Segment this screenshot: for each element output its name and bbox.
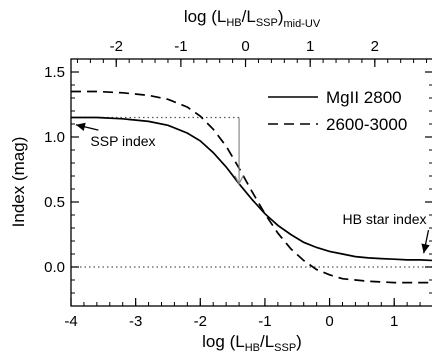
top-axis-tick-label: 2 <box>371 38 379 55</box>
hb-star-index-annotation: HB star index <box>343 211 427 227</box>
annotations-layer: SSP index HB star index <box>75 122 430 254</box>
legend-label-2600-3000: 2600-3000 <box>326 115 407 134</box>
top-axis-tick-label: 1 <box>306 38 314 55</box>
top-axis-title-sub3: mid-UV <box>284 18 321 30</box>
bottom-axis-title-mid: /L <box>260 332 274 351</box>
series-layer <box>71 90 432 284</box>
legend-label-mgii: MgII 2800 <box>326 88 402 107</box>
left-axis-title: Index (mag) <box>9 137 28 228</box>
top-axis-title-paren: ) <box>278 7 284 26</box>
ssp-index-annotation: SSP index <box>90 133 155 149</box>
top-axis-tick-label: -1 <box>174 38 187 55</box>
ssp-index-annotation-pointer-head <box>75 122 86 131</box>
bottom-axis-tick-label: 1 <box>390 313 398 330</box>
offset-arrow-head <box>234 175 244 186</box>
legend: MgII 2800 2600-3000 <box>268 88 407 134</box>
arrow-layer <box>234 117 244 186</box>
top-axis-title-sub1: HB <box>226 17 241 29</box>
bottom-axis-tick-label: -2 <box>194 313 207 330</box>
top-axis-title-sub2: SSP <box>256 17 278 29</box>
left-axis-tick-label: 0.5 <box>44 194 65 211</box>
left-axis-tick-label: 1.0 <box>44 129 65 146</box>
series-line-mgii-2800 <box>71 116 432 262</box>
bottom-axis-title-end: ) <box>296 332 302 351</box>
bottom-axis-tick-label: -3 <box>129 313 142 330</box>
left-axis-tick-label: 0.0 <box>44 259 65 276</box>
bottom-axis-title-sub1: HB <box>245 342 260 354</box>
bottom-axis-tick-label: 0 <box>325 313 333 330</box>
bottom-axis-tick-label: -1 <box>258 313 271 330</box>
series-line-2600-3000 <box>71 90 432 284</box>
top-axis-tick-label: 0 <box>241 38 249 55</box>
bottom-axis-tick-label: -4 <box>64 313 77 330</box>
bottom-axis-title-sub2: SSP <box>274 342 296 354</box>
bottom-axis-title: log (LHB/LSSP) <box>202 332 302 354</box>
hb-star-index-annotation-pointer-head <box>421 243 430 254</box>
top-axis-tick-label: -2 <box>110 38 123 55</box>
top-axis-title: log (LHB/LSSP)mid-UV <box>184 7 321 30</box>
left-axis-tick-label: 1.5 <box>44 64 65 81</box>
top-axis-title-mid: /L <box>242 7 256 26</box>
bottom-axis-title-main: log (L <box>202 332 245 351</box>
top-axis-title-main: log (L <box>184 7 227 26</box>
ticks-layer: -4 -3 -2 -1 0 1 -2 -1 0 1 2 0.0 0.5 1.0 1.5 <box>44 38 432 330</box>
